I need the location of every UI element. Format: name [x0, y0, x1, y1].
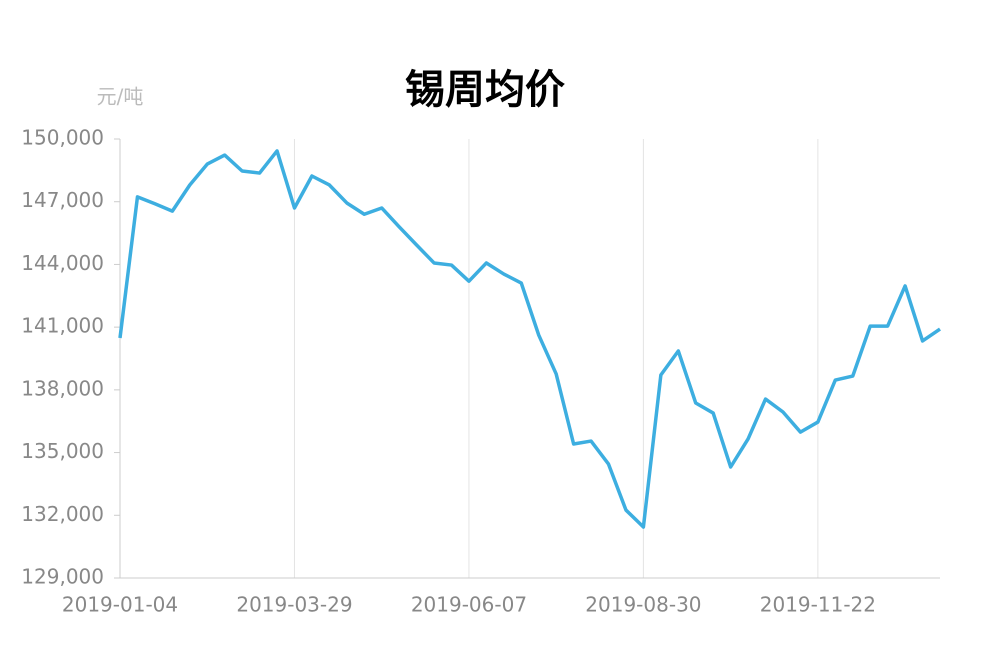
y-tick-label: 135,000: [21, 439, 104, 463]
x-tick-label: 2019-01-04: [62, 593, 178, 617]
y-unit: 元/吨: [97, 85, 144, 109]
chart-title: 锡周均价: [405, 67, 565, 113]
y-tick-label: 147,000: [21, 188, 104, 212]
y-tick-label: 144,000: [21, 251, 104, 275]
y-tick-label: 141,000: [21, 314, 104, 338]
x-tick-label: 2019-08-30: [585, 593, 701, 617]
y-tick-label: 138,000: [21, 376, 104, 400]
line-series: [118, 149, 941, 529]
x-tick-label: 2019-06-07: [411, 593, 527, 617]
y-tick-label: 132,000: [21, 502, 104, 526]
x-tick-label: 2019-11-22: [760, 593, 876, 617]
x-tick-label: 2019-03-29: [236, 593, 352, 617]
y-tick-label: 150,000: [21, 126, 104, 150]
y-tick-label: 129,000: [21, 565, 104, 589]
